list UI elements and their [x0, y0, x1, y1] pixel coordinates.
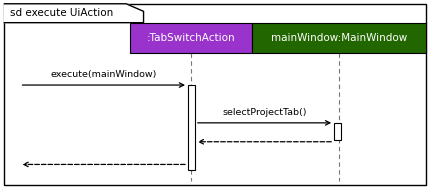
Polygon shape [4, 4, 143, 23]
FancyBboxPatch shape [252, 23, 425, 53]
FancyBboxPatch shape [130, 23, 252, 53]
Text: sd execute UiAction: sd execute UiAction [10, 8, 112, 18]
FancyBboxPatch shape [333, 123, 340, 140]
Text: :TabSwitchAction: :TabSwitchAction [147, 33, 235, 43]
Text: selectProjectTab(): selectProjectTab() [222, 108, 306, 117]
FancyBboxPatch shape [187, 85, 194, 170]
FancyBboxPatch shape [4, 4, 425, 185]
Text: execute(mainWindow): execute(mainWindow) [50, 70, 157, 79]
Text: mainWindow:MainWindow: mainWindow:MainWindow [270, 33, 407, 43]
